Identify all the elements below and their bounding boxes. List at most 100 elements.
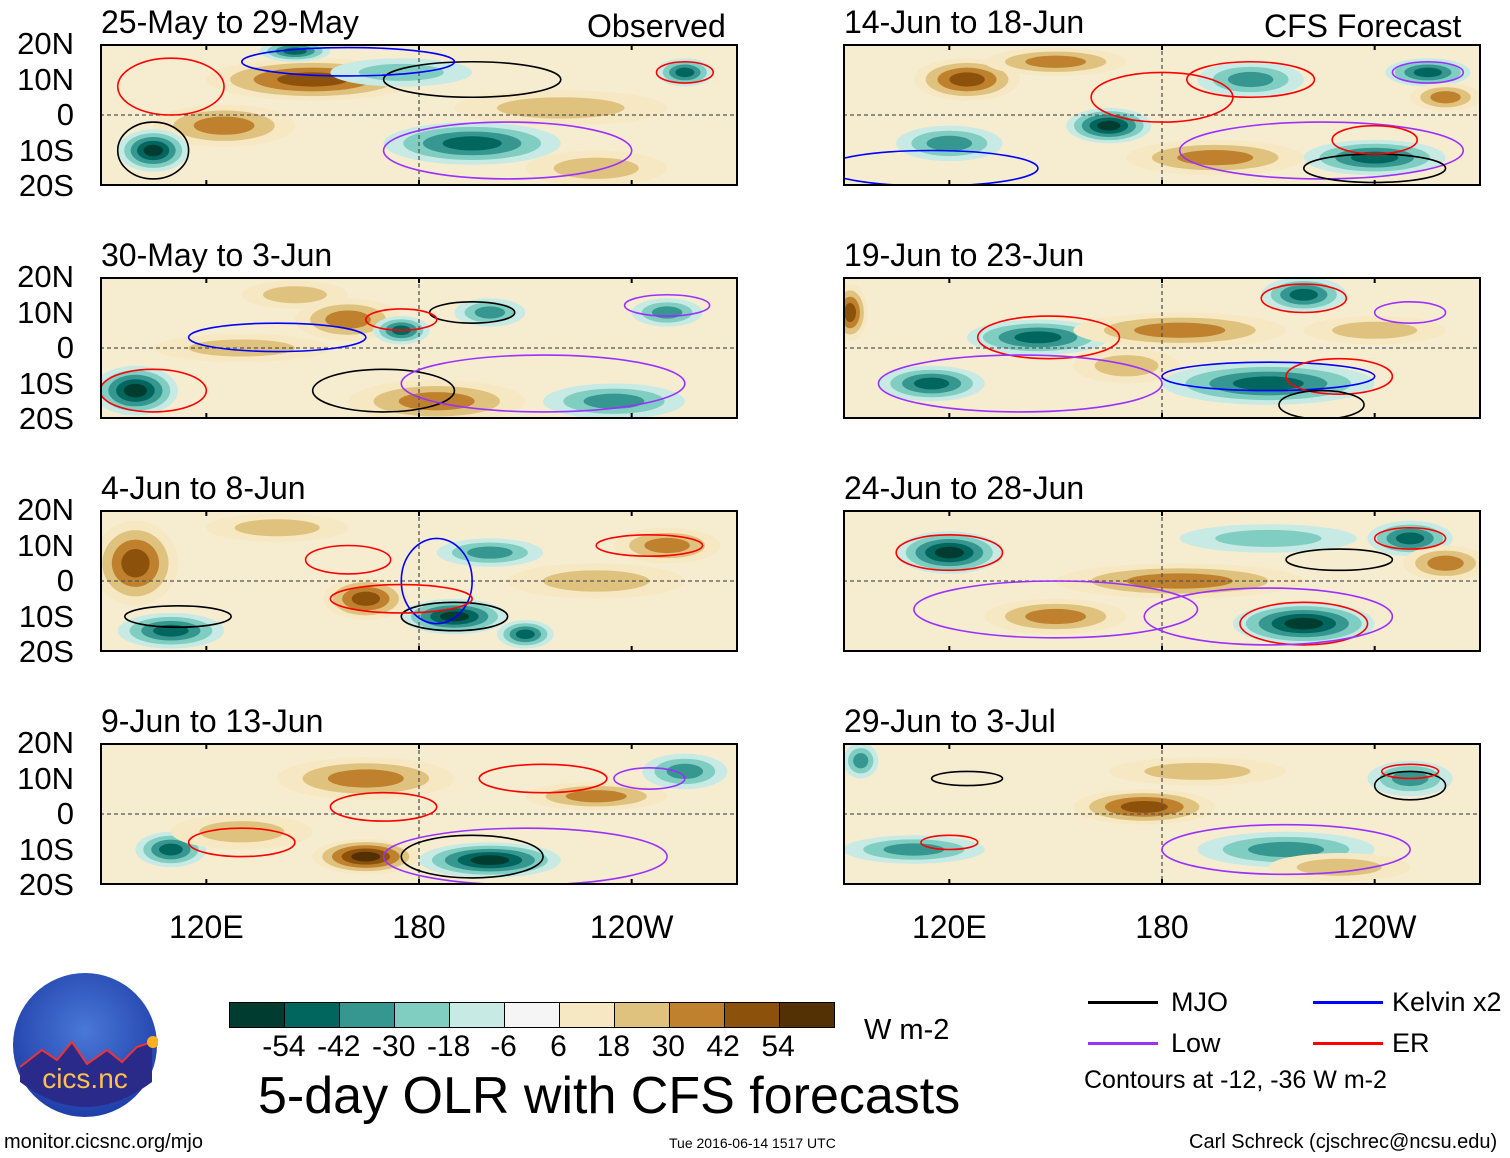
olr-anomaly	[419, 842, 561, 878]
olr-anomaly	[967, 319, 1109, 356]
anomaly-level	[1014, 331, 1062, 344]
olr-map-panel	[100, 743, 738, 885]
olr-anomaly	[913, 58, 1021, 101]
contour-mjo	[1373, 770, 1447, 801]
contour-er	[478, 763, 608, 794]
colorbar	[229, 1002, 835, 1028]
panel-title: 24-Jun to 28-Jun	[844, 470, 1085, 506]
olr-anomaly	[631, 298, 703, 327]
colorbar-swatch	[505, 1003, 560, 1027]
forecast-label: CFS Forecast	[1264, 8, 1462, 44]
olr-anomaly	[984, 47, 1127, 76]
olr-anomaly	[613, 527, 721, 564]
anomaly-level	[1232, 376, 1304, 391]
anomaly-level	[934, 546, 964, 559]
contour-er	[1186, 60, 1316, 99]
colorbar-swatch	[395, 1003, 450, 1027]
anomaly-level	[666, 763, 704, 780]
anomaly-level	[474, 306, 506, 319]
colorbar-swatch	[615, 1003, 670, 1027]
olr-anomaly	[984, 598, 1127, 635]
contour-er	[1260, 283, 1348, 314]
lon-tick-label: 120E	[168, 909, 244, 945]
olr-map-panel	[100, 277, 738, 419]
contour-mjo	[400, 834, 544, 879]
contour-mjo	[124, 605, 232, 628]
contour-er	[329, 791, 438, 822]
contour-er	[976, 315, 1121, 360]
anomaly-level	[1430, 91, 1461, 104]
anomaly-level	[1144, 762, 1251, 780]
colorbar-label: 42	[706, 1030, 740, 1063]
lon-tick-label: 180	[392, 909, 446, 945]
lat-tick-label: 0	[56, 97, 74, 132]
panel-title: 9-Jun to 13-Jun	[101, 703, 324, 739]
olr-anomaly	[1126, 139, 1304, 176]
olr-anomaly	[117, 612, 225, 649]
footer-timestamp: Tue 2016-06-14 1517 UTC	[669, 1135, 836, 1151]
olr-anomaly	[436, 538, 544, 567]
anomaly-level	[883, 843, 945, 856]
anomaly-level	[1284, 617, 1324, 630]
contour-mjo	[1278, 389, 1365, 419]
anomaly-level	[467, 546, 513, 559]
contour-er	[1380, 763, 1440, 780]
olr-anomaly	[1261, 277, 1347, 313]
anomaly-level	[351, 591, 381, 606]
contour-mjo	[311, 368, 456, 413]
anomaly-level	[1025, 608, 1087, 625]
colorbar-label: -54	[262, 1030, 306, 1063]
lat-tick-label: 10N	[17, 527, 74, 563]
olr-anomaly	[454, 90, 668, 126]
contour-er	[1373, 526, 1447, 550]
lat-tick-label: 20S	[18, 401, 74, 436]
lat-tick-label: 10S	[18, 831, 74, 867]
lat-tick-label: 10S	[18, 132, 74, 168]
contour-er	[365, 308, 438, 332]
contour-mjo	[930, 770, 1004, 787]
anomaly-level	[1094, 355, 1159, 377]
anomaly-level	[844, 303, 856, 322]
olr-anomaly	[454, 298, 526, 327]
olr-map-panel	[100, 510, 738, 652]
colorbar-label: 6	[550, 1030, 567, 1063]
contour-mjo	[400, 601, 509, 632]
lat-tick-label: 0	[56, 563, 74, 598]
colorbar-swatch	[780, 1003, 834, 1027]
contour-low	[400, 354, 686, 413]
panel-title: 4-Jun to 8-Jun	[101, 470, 306, 506]
legend-line-low	[1088, 1042, 1158, 1045]
anomaly-level	[1025, 55, 1087, 68]
colorbar-label: -42	[317, 1030, 361, 1063]
olr-anomaly	[1410, 83, 1481, 112]
lon-tick-label: 120W	[1332, 909, 1417, 945]
olr-anomaly	[507, 563, 685, 599]
colorbar-swatch	[450, 1003, 505, 1027]
olr-anomaly	[117, 129, 189, 172]
lat-tick-label: 20N	[17, 492, 74, 527]
anomaly-level	[234, 519, 320, 537]
panel-title: 14-Jun to 18-Jun	[844, 4, 1085, 40]
lon-tick-label: 180	[1135, 909, 1189, 945]
anomaly-level	[159, 843, 183, 856]
contour-low	[1161, 823, 1411, 876]
anomaly-level	[263, 286, 327, 304]
olr-anomaly	[153, 104, 295, 147]
anomaly-level	[1120, 800, 1168, 813]
lat-tick-label: 10N	[17, 294, 74, 330]
contour-low	[1143, 587, 1394, 646]
cicsnc-logo: cics.nc	[13, 973, 158, 1117]
colorbar-swatch	[670, 1003, 725, 1027]
anomaly-level	[913, 377, 950, 390]
contour-er	[1090, 71, 1234, 123]
anomaly-level	[327, 769, 404, 788]
olr-anomaly	[496, 620, 554, 649]
olr-anomaly	[543, 383, 685, 419]
colorbar-swatch	[725, 1003, 780, 1027]
lat-tick-label: 10N	[17, 61, 74, 97]
svg-text:cics.nc: cics.nc	[42, 1063, 128, 1094]
anomaly-level	[644, 537, 690, 554]
anomaly-level	[123, 383, 148, 398]
anomaly-level	[199, 821, 285, 843]
olr-anomaly	[843, 743, 879, 779]
